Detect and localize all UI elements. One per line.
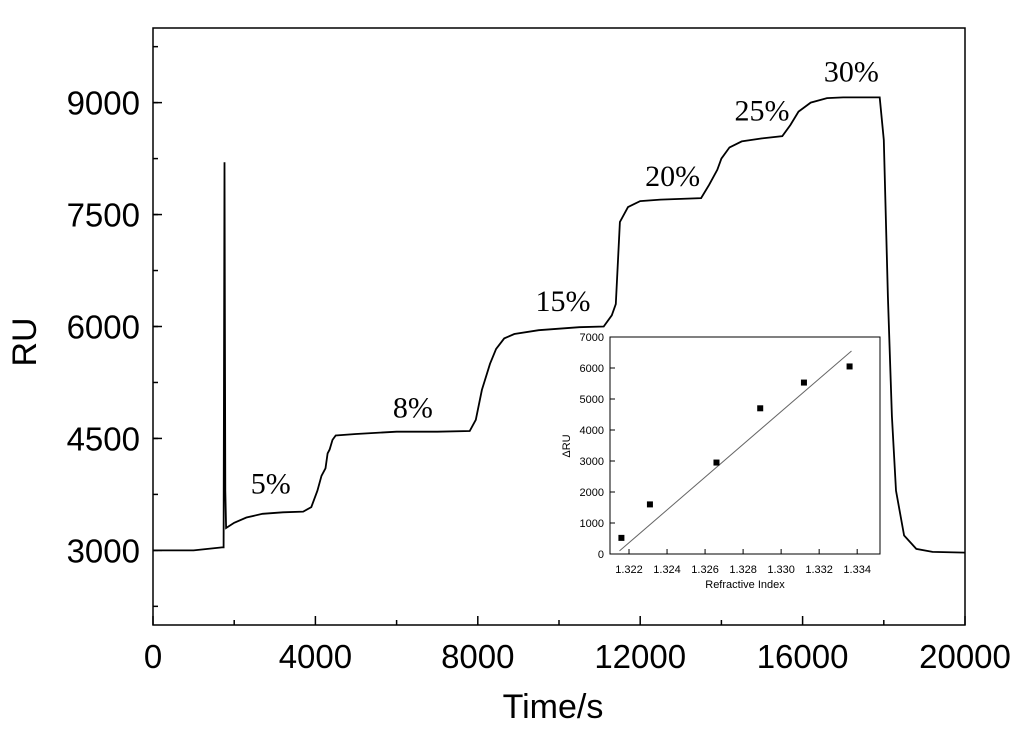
concentration-label: 5%: [251, 468, 291, 501]
main-y-axis: 3000 4500 6000 7500 9000: [67, 45, 162, 608]
concentration-label: 15%: [536, 285, 591, 318]
inset-y-tick-label: 2000: [580, 487, 604, 499]
inset-plot-frame: [609, 336, 881, 555]
inset-x-tick-label: 1.326: [691, 564, 719, 576]
main-x-axis-title: Time/s: [503, 688, 604, 726]
inset-data-point: [618, 534, 625, 541]
main-y-axis-title: RU: [6, 317, 44, 366]
concentration-label: 8%: [393, 392, 433, 425]
inset-x-tick-label: 1.324: [653, 564, 681, 576]
main-y-tick-label: 7500: [67, 197, 140, 234]
inset-x-tick-label: 1.332: [805, 564, 833, 576]
inset-y-tick-label: 7000: [580, 332, 604, 344]
inset-x-tick-label: 1.334: [843, 564, 871, 576]
main-x-tick-label: 16000: [757, 638, 849, 675]
inset-y-tick-label: 1000: [580, 518, 604, 530]
main-y-tick-label: 6000: [67, 309, 140, 346]
inset-data-point: [757, 405, 764, 412]
inset-data-point: [646, 501, 653, 508]
inset-data-point: [713, 459, 720, 466]
concentration-label: 30%: [824, 56, 879, 89]
inset-y-axis-title: ΔRU: [561, 434, 573, 457]
inset-x-tick-label: 1.328: [729, 564, 757, 576]
inset-x-axis-title: Refractive Index: [705, 579, 785, 591]
inset-y-tick-label: 3000: [580, 456, 604, 468]
inset-y-tick-label: 4000: [580, 425, 604, 437]
inset-points: [618, 363, 853, 541]
main-x-tick-label: 12000: [594, 638, 686, 675]
inset-x-tick-label: 1.330: [767, 564, 795, 576]
inset-data-point: [800, 379, 807, 386]
main-y-tick-label: 4500: [67, 420, 140, 457]
inset-y-axis: 0 1000 2000 3000 4000 5000 6000 7000: [580, 332, 615, 561]
inset-data-point: [846, 363, 853, 370]
main-x-tick-label: 8000: [441, 638, 514, 675]
concentration-label: 20%: [645, 160, 700, 193]
ru-series-line: [153, 96, 966, 554]
main-y-tick-label: 3000: [67, 532, 140, 569]
main-chart: 0 4000 8000 12000 16000 20000 300045006000750…: [6, 27, 1011, 726]
inset-background: [567, 336, 880, 554]
main-x-tick-label: 20000: [919, 638, 1011, 675]
inset-chart: 1.322 1.324 1.326 1.328 1.330 1.332 1.334 0 100…: [561, 332, 881, 591]
concentration-annotations: 5% 8% 15% 20% 25% 30%: [251, 56, 879, 501]
inset-x-axis: 1.322 1.324 1.326 1.328 1.330 1.332 1.334: [615, 549, 871, 576]
inset-y-tick-label: 0: [598, 549, 604, 561]
inset-y-tick-label: 5000: [580, 394, 604, 406]
main-x-tick-label: 0: [144, 638, 162, 675]
main-x-tick-label: 4000: [279, 638, 352, 675]
inset-fit-line: [619, 350, 852, 552]
main-x-axis: 0 4000 8000 12000 16000 20000: [144, 616, 1011, 675]
main-y-tick-label: 9000: [67, 85, 140, 122]
inset-y-tick-label: 6000: [580, 363, 604, 375]
concentration-label: 25%: [735, 95, 790, 128]
inset-x-tick-label: 1.322: [615, 564, 643, 576]
